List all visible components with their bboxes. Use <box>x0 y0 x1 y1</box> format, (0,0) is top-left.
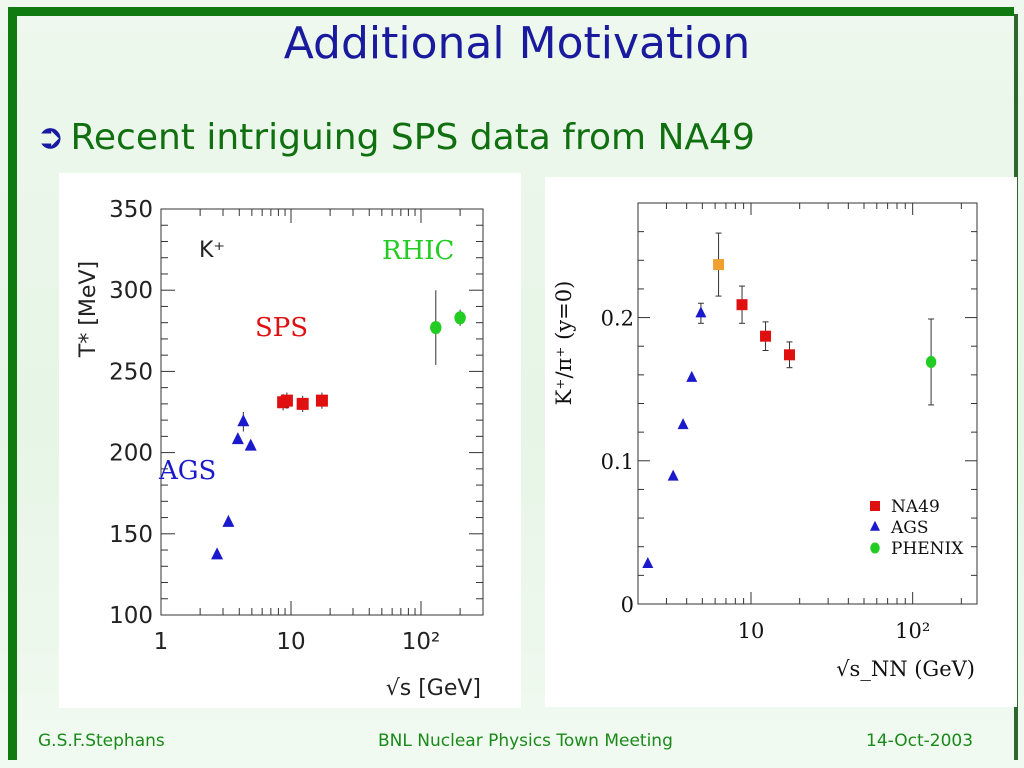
data-point-ags <box>677 418 689 430</box>
data-point-rhic <box>430 320 442 335</box>
kaon-pion-chart-panel: 0 0.1 0.2 10 10² K⁺/π⁺ (y=0) √s_NN (GeV) NA49 AG… <box>545 177 1017 707</box>
y-tick-label: 0.1 <box>601 450 634 474</box>
y-axis-label: T* [MeV] <box>76 261 101 358</box>
x-tick-label: 10² <box>402 629 441 655</box>
data-point-na49 <box>736 299 748 311</box>
data-point-ags <box>667 469 679 481</box>
legend-label: PHENIX <box>891 539 964 559</box>
data-point-ags <box>695 306 707 318</box>
y-tick-label: 100 <box>109 603 153 629</box>
y-tick-label: 250 <box>109 359 153 385</box>
data-point-phenix <box>925 355 937 369</box>
frame-top-bar <box>8 7 1014 16</box>
x-tick-label: 10² <box>895 619 930 643</box>
data-point-na49 <box>783 349 795 361</box>
rhic-region-label: RHIC <box>382 236 454 266</box>
y-tick-label: 0.2 <box>601 307 634 331</box>
footer-event: BNL Nuclear Physics Town Meeting <box>378 731 673 751</box>
y-tick-label: 0 <box>621 593 634 617</box>
sps-region-label: SPS <box>255 313 308 343</box>
data-point-sps <box>296 397 309 410</box>
data-point-na49 <box>713 259 725 271</box>
ags-region-label: AGS <box>158 456 216 486</box>
y-tick-label: 200 <box>109 441 153 467</box>
data-point-ags <box>244 438 257 451</box>
kaon-pion-ratio-chart: 0 0.1 0.2 10 10² K⁺/π⁺ (y=0) √s_NN (GeV) NA49AG… <box>552 202 978 681</box>
data-point-ags <box>237 414 250 427</box>
y-tick-label: 350 <box>109 197 153 223</box>
data-point-ags <box>642 557 654 569</box>
legend-label: AGS <box>890 518 929 538</box>
data-point-sps <box>280 394 293 407</box>
data-point-ags <box>222 514 235 527</box>
legend-marker-phenix <box>870 542 880 554</box>
y-axis-label: K⁺/π⁺ (y=0) <box>552 281 576 406</box>
data-point-ags <box>211 547 224 560</box>
slide-title: Additional Motivation <box>283 18 751 69</box>
x-axis-label: √s_NN (GeV) <box>836 657 975 681</box>
x-tick-label: 10 <box>738 619 765 643</box>
data-point-na49 <box>760 330 772 342</box>
bullet-text: Recent intriguing SPS data from NA49 <box>70 116 755 158</box>
data-point-ags <box>686 370 698 382</box>
bullet-row: ➲ Recent intriguing SPS data from NA49 <box>36 114 755 160</box>
footer-date: 14-Oct-2003 <box>866 731 974 751</box>
plot-frame <box>160 208 484 616</box>
y-tick-label: 300 <box>109 278 153 304</box>
legend-marker-ags <box>870 520 880 531</box>
particle-label: K⁺ <box>199 238 225 263</box>
data-point-rhic <box>454 311 466 325</box>
data-point-ags <box>231 432 244 445</box>
data-point-sps <box>315 394 328 407</box>
y-tick-label: 150 <box>109 522 153 548</box>
right-arrow-circle-icon: ➲ <box>36 117 65 157</box>
x-axis-label: √s [GeV] <box>386 676 481 701</box>
temperature-chart-panel: 100 150 200 250 300 350 1 10 10² √s [GeV] T* [MeV]… <box>59 173 521 708</box>
legend-marker-na49 <box>870 501 880 511</box>
frame-left-bar <box>8 7 17 760</box>
x-tick-label: 10 <box>276 629 305 655</box>
footer-author: G.S.F.Stephans <box>38 731 165 751</box>
temperature-chart: 100 150 200 250 300 350 1 10 10² √s [GeV] T* [MeV]… <box>76 197 484 701</box>
legend-label: NA49 <box>891 497 940 517</box>
x-tick-label: 1 <box>154 629 169 655</box>
